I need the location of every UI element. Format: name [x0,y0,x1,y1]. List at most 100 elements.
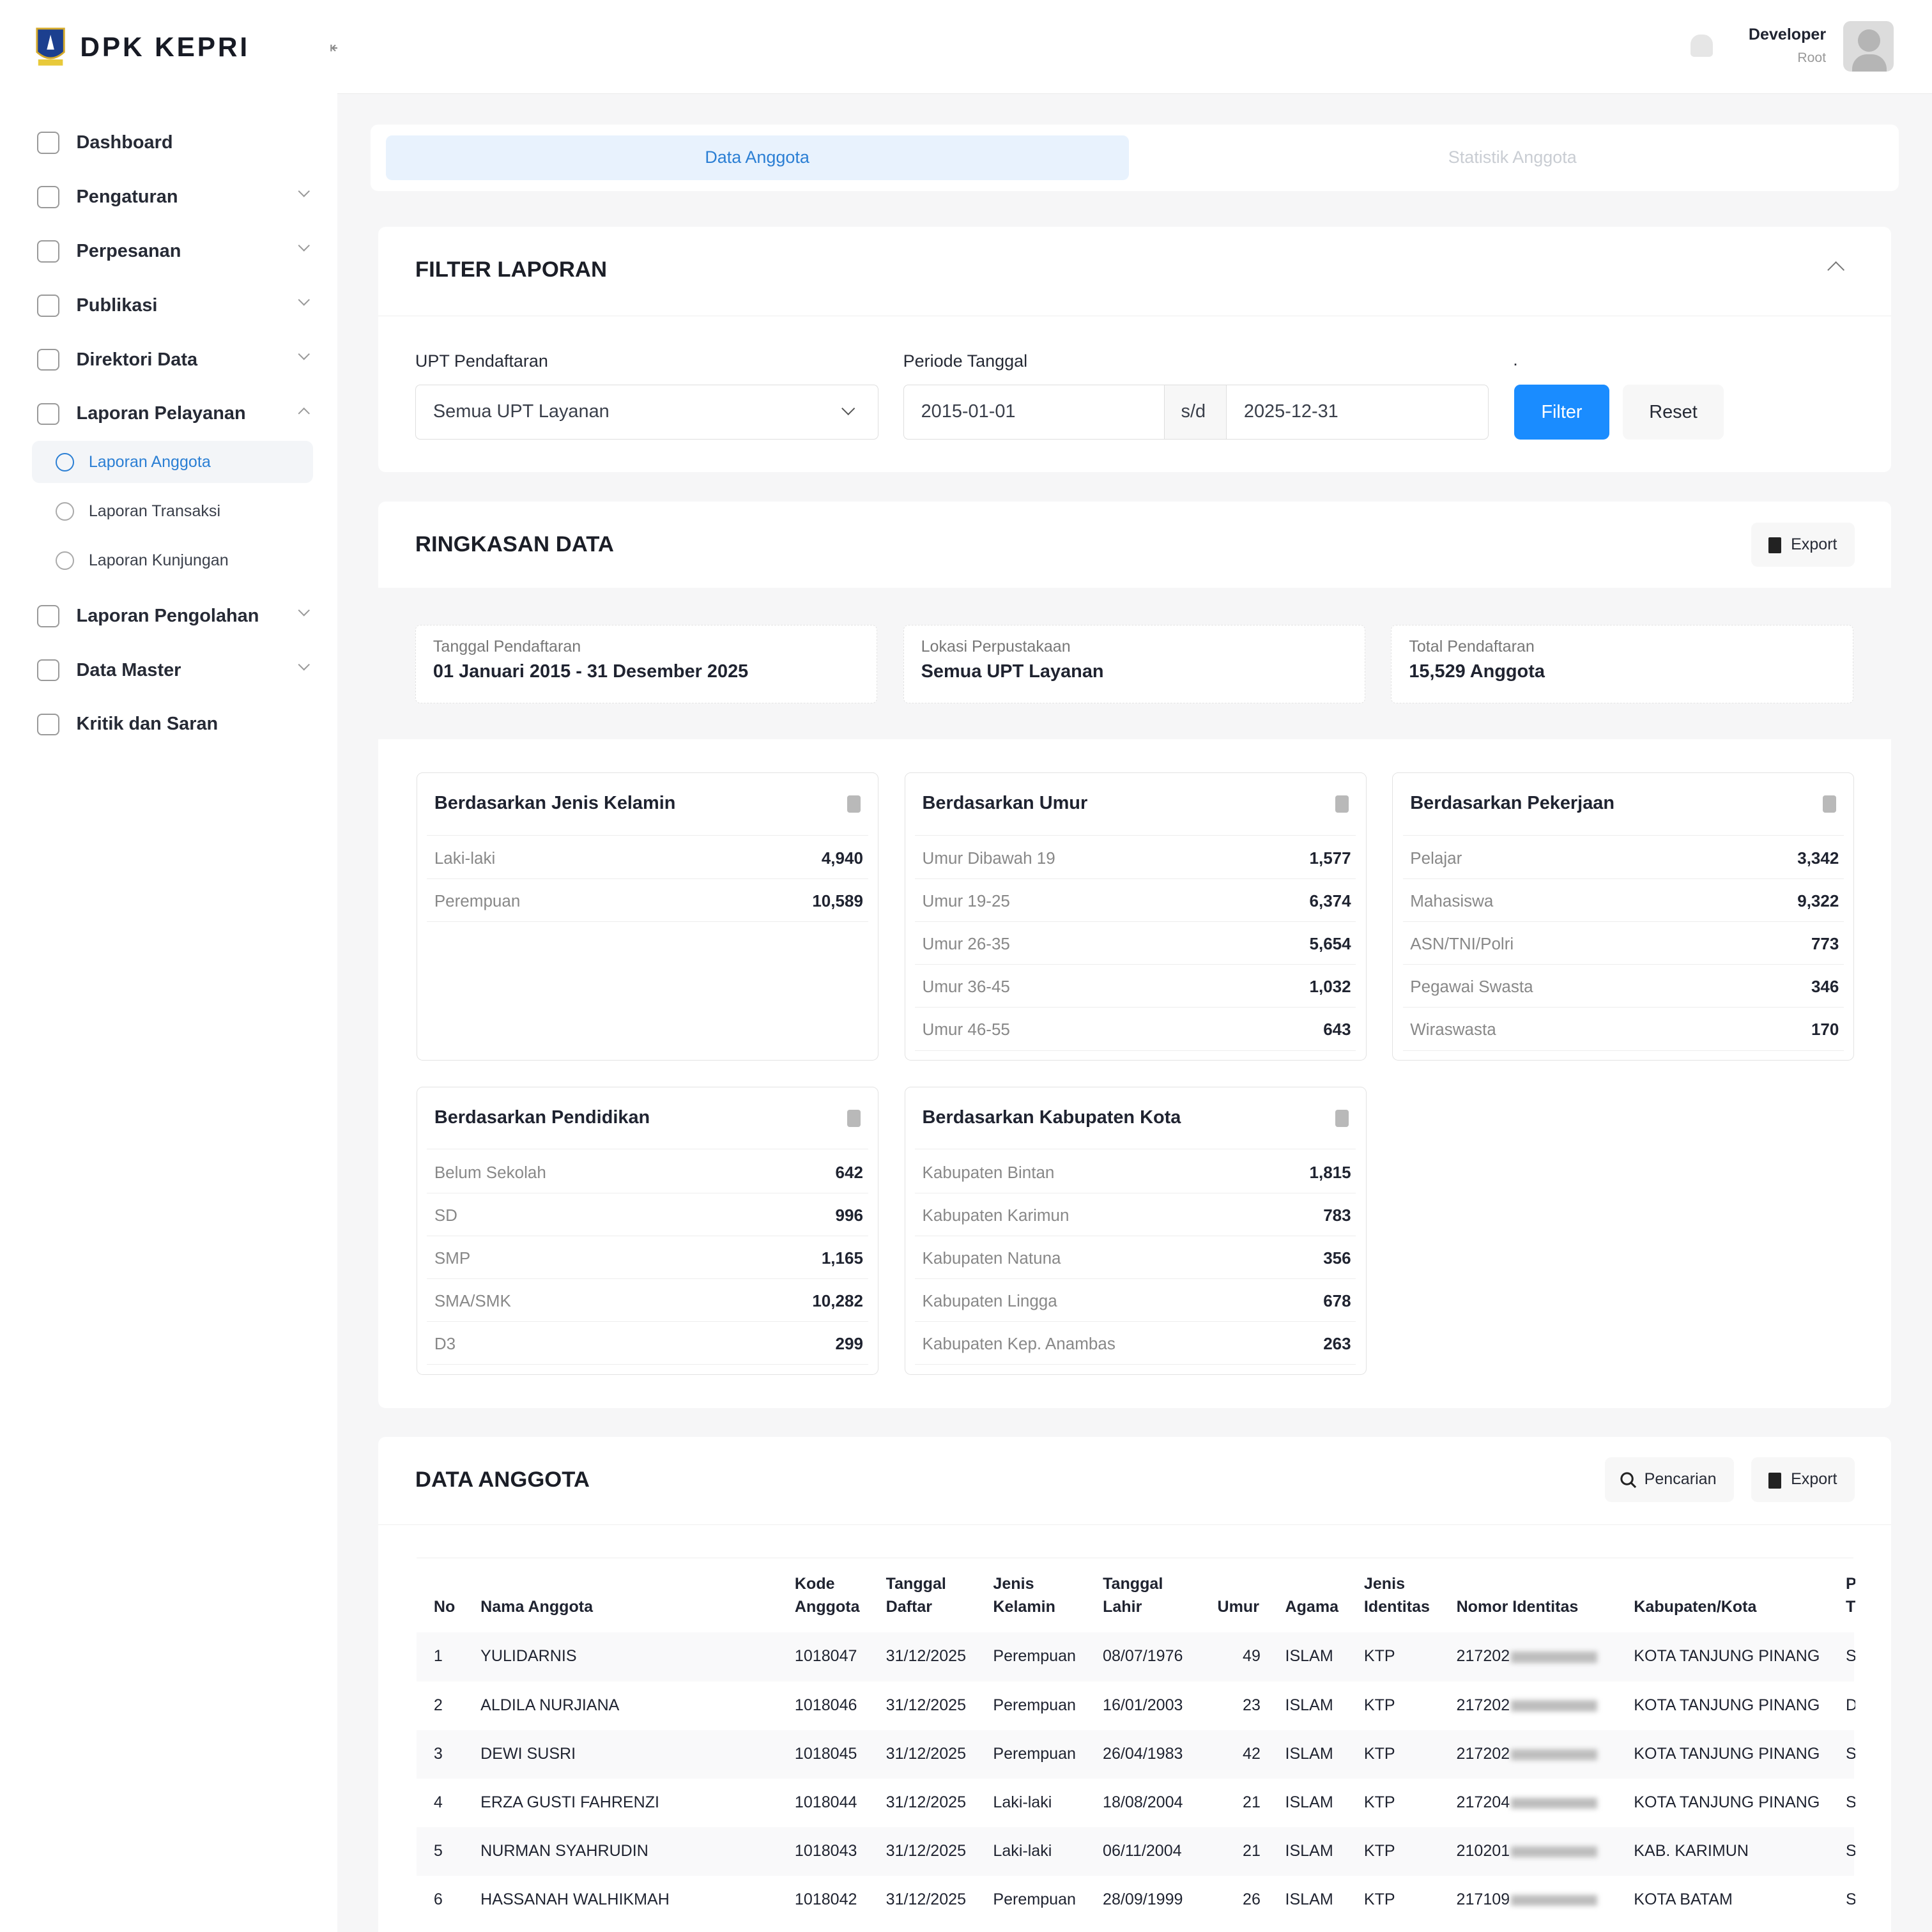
table-row[interactable]: 4 ERZA GUSTI FAHRENZI 1018044 31/12/2025 Lak… [417,1779,1856,1827]
users-icon [55,452,74,471]
tab-statistik-anggota[interactable]: Statistik Anggota [1448,148,1577,167]
cell-text: S [1845,1647,1856,1666]
cell-jk: Perempuan [993,1647,1076,1666]
cell-jenis-id: KTP [1364,1842,1395,1860]
column-header-nama[interactable]: Nama Anggota [480,1598,594,1616]
excel-export-icon[interactable] [847,795,861,813]
column-header-kab[interactable]: Kabupaten/Kota [1634,1598,1757,1616]
excel-export-icon[interactable] [1335,1109,1349,1127]
sidebar-item-perpesanan[interactable]: Perpesanan [32,229,313,273]
cell-text: 06/11/2004 [1103,1842,1182,1860]
upt-value: Semua UPT Layanan [433,401,610,422]
column-header-p[interactable]: P T [1845,1574,1856,1616]
stat-name: ASN/TNI/Polri [1410,934,1514,954]
excel-export-icon[interactable] [1823,795,1837,813]
bell-icon[interactable] [1690,34,1713,57]
cell-text: 31/12/2025 [885,1647,967,1666]
cell-text: 31/12/2025 [885,1890,967,1909]
date-from-input[interactable]: 2015-01-01 [903,384,1166,440]
cell-tgl-daftar: 31/12/2025 [886,1793,966,1812]
reset-button[interactable]: Reset [1622,384,1724,440]
tab-data-anggota[interactable]: Data Anggota [385,135,1129,180]
excel-export-icon[interactable] [847,1109,861,1127]
cell-umur: 42 [1217,1745,1261,1763]
cell-nomor-id: 217202 [1457,1647,1598,1666]
stat-row: Pegawai Swasta 346 [1402,965,1844,1008]
column-header-no[interactable]: No [433,1598,456,1616]
table-row[interactable]: 6 HASSANAH WALHIKMAH 1018042 31/12/2025 Pere… [417,1876,1856,1924]
date-to-input[interactable]: 2025-12-31 [1225,384,1489,440]
sidebar-item-publikasi[interactable]: Publikasi [32,284,313,328]
redacted-id [1511,1797,1598,1809]
cell-text: KTP [1363,1793,1395,1812]
stat-count: 783 [1323,1205,1351,1225]
table-row[interactable]: 3 DEWI SUSRI 1018045 31/12/2025 Perempuan 26/… [416,1729,1855,1779]
chevron-down-icon [841,401,855,416]
column-header-nomor-id[interactable]: Nomor Identitas [1456,1598,1579,1616]
table-row[interactable]: 1 YULIDARNIS 1018047 31/12/2025 Perempuan 08/… [416,1632,1856,1682]
summary-export-button[interactable]: Export [1751,522,1855,567]
cell-text: KOTA TANJUNG PINANG [1634,1793,1820,1812]
sidebar-item-data-master[interactable]: Data Master [32,648,313,692]
cell-jk: Laki-laki [993,1842,1052,1860]
avatar[interactable] [1843,20,1894,72]
cell-text: 217202 [1456,1696,1510,1714]
top-header [337,0,1932,94]
summary-box: Tanggal Pendaftaran 01 Januari 2015 - 31 … [415,624,878,704]
cell-text: ERZA GUSTI FAHRENZI [480,1793,660,1812]
sidebar-item-laporan-pengolahan[interactable]: Laporan Pengolahan [32,594,313,638]
user-role: Root [1797,50,1827,66]
stat-count: 4,940 [821,848,863,868]
collapse-chevron-icon[interactable] [1827,261,1845,279]
filter-button[interactable]: Filter [1514,384,1609,440]
column-header-jk[interactable]: Jenis Kelamin [993,1574,1055,1616]
stat-count: 678 [1323,1291,1351,1310]
stat-row: SMP 1,165 [427,1236,868,1280]
column-header-umur[interactable]: Umur [1217,1598,1259,1616]
sidebar-item-pengaturan[interactable]: Pengaturan [32,175,313,219]
cell-text: 1018043 [794,1842,857,1860]
cell-text: KTP [1363,1842,1395,1860]
stat-count: 10,589 [812,891,863,910]
chevron-down-icon [297,604,310,617]
cell-umur: 21 [1217,1842,1261,1860]
cell-tgl-daftar: 31/12/2025 [886,1647,966,1666]
sidebar-item-direktori-data[interactable]: Direktori Data [32,337,313,381]
sidebar-subitem-laporan-transaksi[interactable]: Laporan Transaksi [32,491,313,533]
column-header-tgl-lahir[interactable]: Tanggal Lahir [1103,1574,1163,1616]
search-button[interactable]: Pencarian [1604,1457,1734,1502]
column-header-jenis-id[interactable]: Jenis Identitas [1363,1574,1430,1616]
stat-row: Pelajar 3,342 [1402,836,1844,880]
column-header-kode[interactable]: Kode Anggota [794,1574,860,1616]
cell-tgl-lahir: 26/04/1983 [1103,1745,1183,1763]
sidebar-subitem-label: Laporan Kunjungan [88,551,229,569]
stat-row: Laki-laki 4,940 [427,836,868,880]
upt-select[interactable]: Semua UPT Layanan [415,384,879,440]
stat-row: Kabupaten Bintan 1,815 [914,1150,1356,1193]
table-row[interactable]: 2 ALDILA NURJIANA 1018046 31/12/2025 Perempu… [417,1682,1856,1730]
database-icon [36,659,59,682]
sidebar-item-dashboard[interactable]: Dashboard [32,121,313,165]
sidebar-subitem-laporan-kunjungan[interactable]: Laporan Kunjungan [32,540,313,582]
members-export-button[interactable]: Export [1751,1457,1855,1502]
cell-text: 31/12/2025 [885,1696,967,1714]
cell-text: 18/08/2004 [1103,1793,1183,1812]
chevron-down-icon [297,348,310,360]
cell-text: HASSANAH WALHIKMAH [480,1890,670,1909]
sidebar-item-kritik-dan-saran[interactable]: Kritik dan Saran [32,702,313,746]
sidebar-item-laporan-pelayanan[interactable]: Laporan Pelayanan [32,392,313,436]
cell-text: 1018045 [794,1744,857,1763]
cell-nomor-id: 217109 [1457,1890,1598,1909]
excel-export-icon[interactable] [1335,795,1349,813]
stat-name: SD [434,1205,457,1225]
summary-box: Lokasi Perpustakaan Semua UPT Layanan [903,624,1365,704]
cell-text: KOTA TANJUNG PINANG [1634,1744,1820,1763]
cell-text: 21 [1243,1842,1261,1860]
table-row[interactable]: 5 NURMAN SYAHRUDIN 1018043 31/12/2025 Laki-l… [416,1827,1855,1876]
sidebar-subitem-laporan-anggota[interactable]: Laporan Anggota [32,441,313,483]
column-header-tgl-daftar[interactable]: Tanggal Daftar [885,1574,946,1616]
stat-count: 10,282 [812,1291,863,1310]
stat-name: SMP [434,1248,471,1268]
stat-count: 1,577 [1309,848,1351,868]
column-header-agama[interactable]: Agama [1285,1598,1339,1616]
